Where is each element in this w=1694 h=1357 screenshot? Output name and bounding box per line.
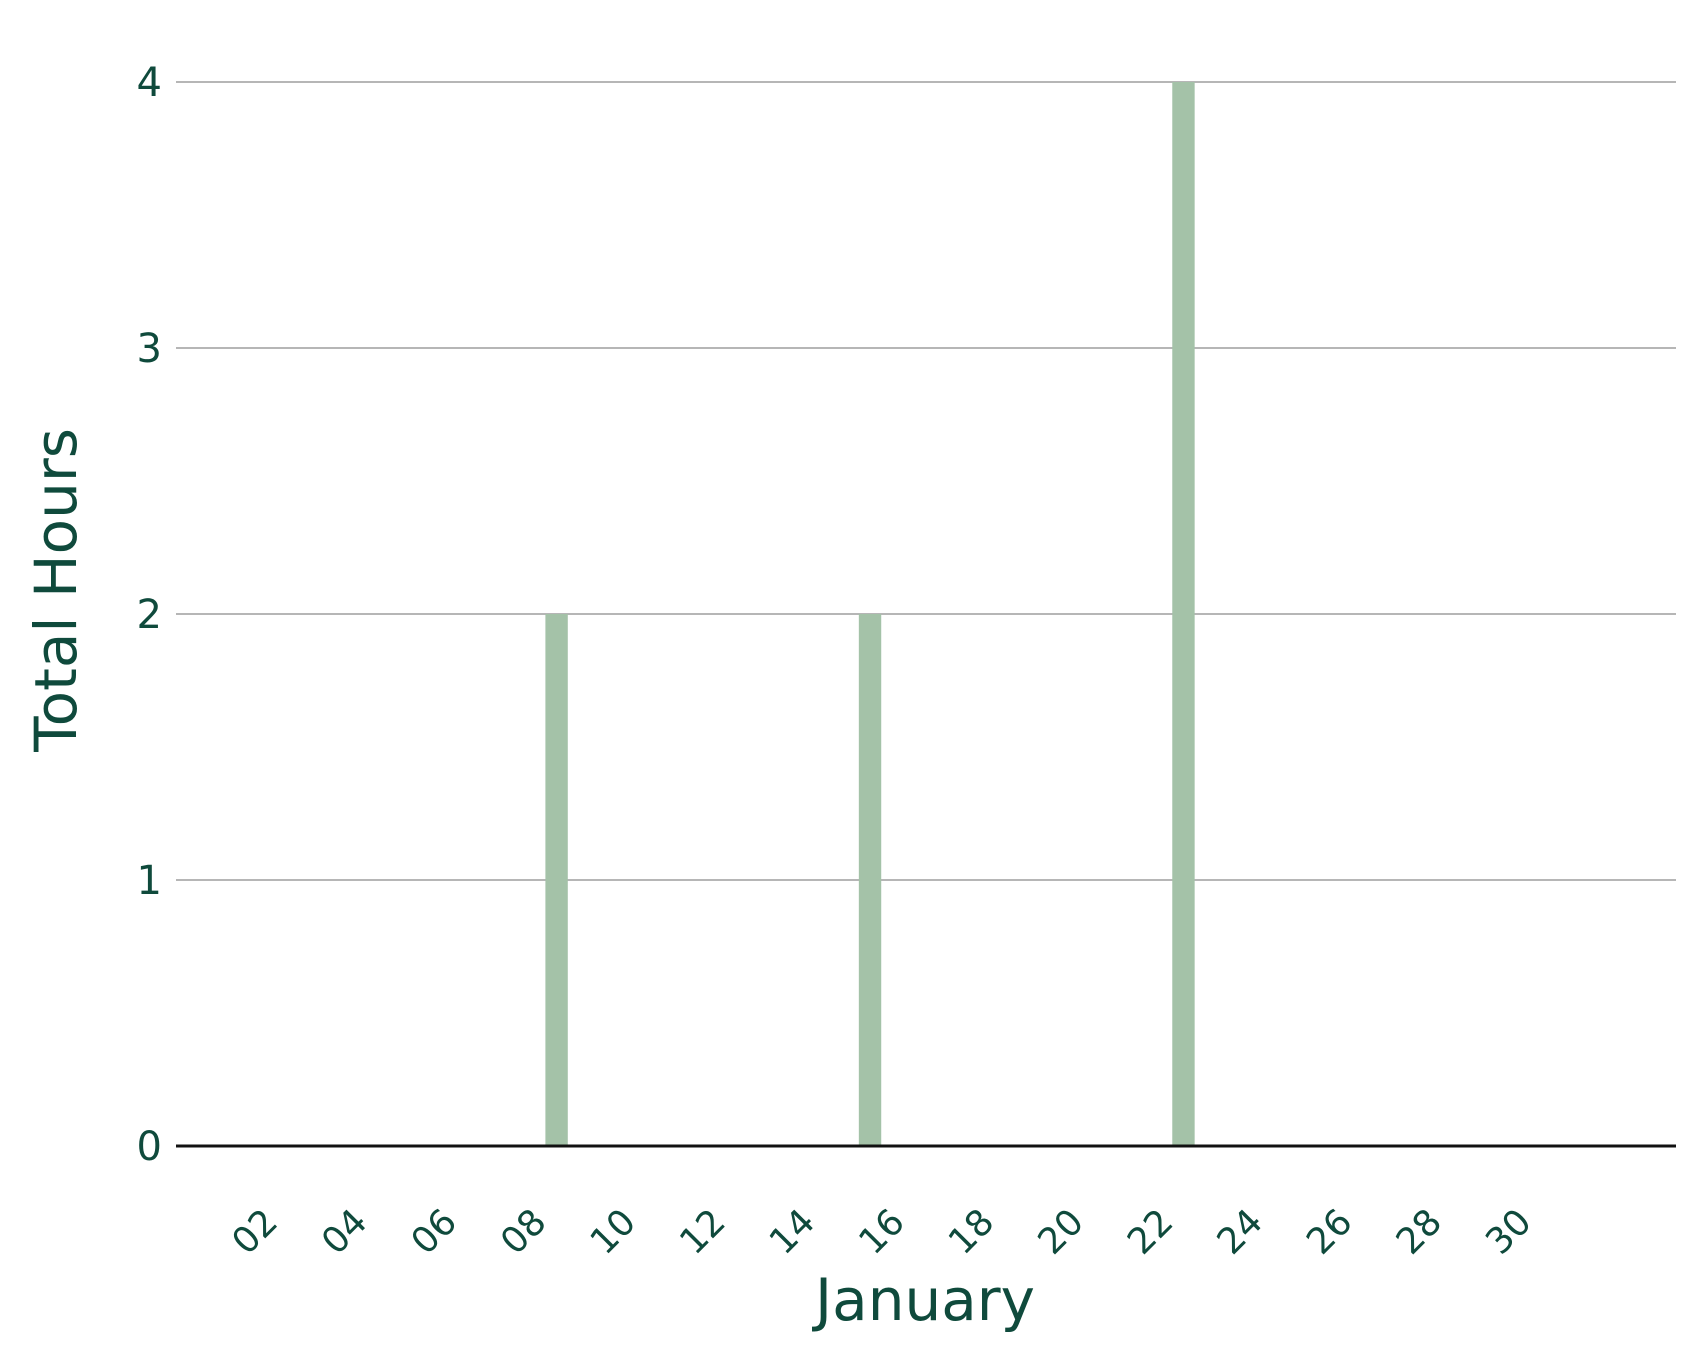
bar-3: [1172, 82, 1195, 1146]
bar-2: [858, 614, 882, 1146]
x-tick-label: 02: [225, 1201, 286, 1262]
y-tick-labels: 0 1 2 3 4: [137, 60, 162, 1170]
y-tick-label: 0: [137, 1124, 162, 1170]
x-tick-label: 14: [762, 1201, 823, 1262]
y-tick-label: 2: [137, 592, 162, 638]
x-tick-label: 18: [941, 1201, 1002, 1262]
x-axis-label: January: [812, 1266, 1035, 1334]
y-tick-label: 3: [137, 326, 162, 372]
x-tick-label: 26: [1299, 1201, 1360, 1262]
x-tick-label: 30: [1478, 1201, 1539, 1262]
x-tick-label: 24: [1210, 1201, 1271, 1262]
x-tick-labels: 02 04 06 08 10 12 14 16 18 20 22 24 26 28 30: [225, 1201, 1540, 1262]
x-tick-label: 10: [583, 1201, 644, 1262]
x-tick-label: 08: [493, 1201, 554, 1262]
gridlines: [176, 81, 1676, 881]
y-tick-label: 1: [137, 858, 162, 904]
x-tick-label: 12: [672, 1201, 733, 1262]
bars: [545, 82, 1195, 1146]
x-tick-label: 22: [1120, 1201, 1181, 1262]
bar-1: [545, 614, 568, 1146]
y-axis-label: Total Hours: [22, 428, 90, 753]
y-tick-label: 4: [137, 60, 162, 106]
x-tick-label: 16: [851, 1201, 912, 1262]
x-tick-label: 04: [314, 1201, 375, 1262]
x-tick-label: 06: [404, 1201, 465, 1262]
x-tick-label: 28: [1389, 1201, 1450, 1262]
x-tick-label: 20: [1031, 1201, 1092, 1262]
